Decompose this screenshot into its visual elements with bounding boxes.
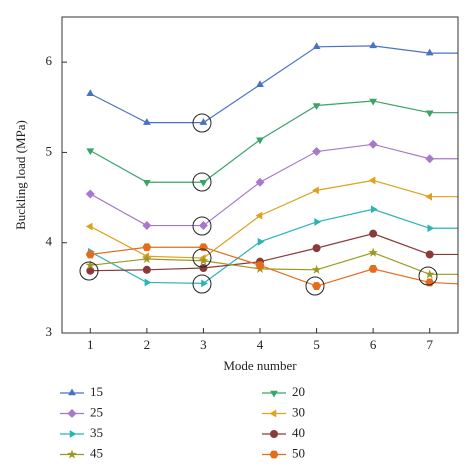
marker xyxy=(270,390,278,398)
marker xyxy=(86,266,95,275)
marker xyxy=(369,229,378,238)
x-tick-label: 1 xyxy=(87,337,94,352)
series-line xyxy=(89,100,458,183)
marker xyxy=(67,409,77,418)
marker xyxy=(85,222,93,231)
marker xyxy=(425,250,434,259)
marker xyxy=(269,450,279,459)
legend-label: 50 xyxy=(292,445,305,460)
marker xyxy=(142,265,151,274)
legend-label: 20 xyxy=(292,384,305,399)
x-tick-label: 7 xyxy=(426,337,433,352)
marker xyxy=(142,118,151,125)
marker xyxy=(425,192,432,201)
y-tick-label: 5 xyxy=(46,143,53,158)
marker xyxy=(314,218,322,226)
marker xyxy=(312,282,322,290)
y-tick-label: 6 xyxy=(46,53,53,68)
x-axis-label: Mode number xyxy=(223,358,297,373)
marker xyxy=(256,80,264,87)
marker xyxy=(255,177,265,187)
series-line xyxy=(89,143,458,227)
marker xyxy=(86,89,95,96)
legend-label: 45 xyxy=(90,445,103,460)
marker xyxy=(198,255,209,265)
series-line xyxy=(90,233,458,272)
marker xyxy=(424,269,435,279)
marker xyxy=(199,179,208,187)
marker xyxy=(199,118,208,125)
legend-label: 25 xyxy=(90,404,103,419)
legend-label: 35 xyxy=(90,425,103,440)
highlight-circles xyxy=(79,113,438,296)
marker xyxy=(256,137,264,145)
marker xyxy=(368,176,376,185)
marker xyxy=(142,221,152,231)
y-tick-label: 4 xyxy=(46,234,53,249)
marker xyxy=(312,186,319,195)
marker xyxy=(425,110,434,118)
marker xyxy=(144,278,152,287)
marker xyxy=(311,264,322,274)
plot-area xyxy=(85,41,458,290)
x-tick-label: 4 xyxy=(257,337,264,352)
marker xyxy=(312,103,321,110)
marker xyxy=(85,260,96,270)
marker xyxy=(312,42,321,50)
legend-label: 30 xyxy=(292,404,305,419)
marker xyxy=(368,265,378,273)
marker xyxy=(370,205,378,214)
marker xyxy=(425,48,434,56)
marker xyxy=(368,247,378,257)
marker xyxy=(86,148,95,156)
marker xyxy=(369,98,378,106)
marker xyxy=(257,237,265,246)
legend-label: 15 xyxy=(90,384,103,399)
marker xyxy=(142,179,151,187)
marker xyxy=(255,261,265,270)
marker xyxy=(255,211,263,220)
plot-frame xyxy=(61,16,459,334)
marker xyxy=(69,430,77,438)
marker xyxy=(269,409,277,418)
marker xyxy=(427,224,435,233)
x-tick-label: 2 xyxy=(144,337,151,352)
marker xyxy=(369,41,378,49)
marker xyxy=(201,279,208,288)
series-line xyxy=(90,45,458,124)
series-line xyxy=(90,179,458,259)
y-axis-label: Buckling load (MPa) xyxy=(13,120,28,230)
x-tick-label: 6 xyxy=(370,337,377,352)
marker xyxy=(85,250,95,259)
marker xyxy=(198,221,208,231)
marker xyxy=(85,189,95,199)
series-line xyxy=(89,208,458,284)
marker xyxy=(425,154,435,164)
marker xyxy=(312,244,321,253)
marker xyxy=(199,263,208,272)
x-tick-label: 5 xyxy=(313,337,320,352)
x-tick-label: 3 xyxy=(200,337,207,352)
marker xyxy=(68,388,76,396)
marker xyxy=(312,147,322,157)
marker xyxy=(270,430,278,438)
marker xyxy=(368,139,378,149)
marker xyxy=(142,243,152,252)
marker xyxy=(67,449,77,459)
legend-label: 40 xyxy=(292,425,305,440)
y-tick-label: 3 xyxy=(46,324,53,339)
marker xyxy=(142,253,152,264)
